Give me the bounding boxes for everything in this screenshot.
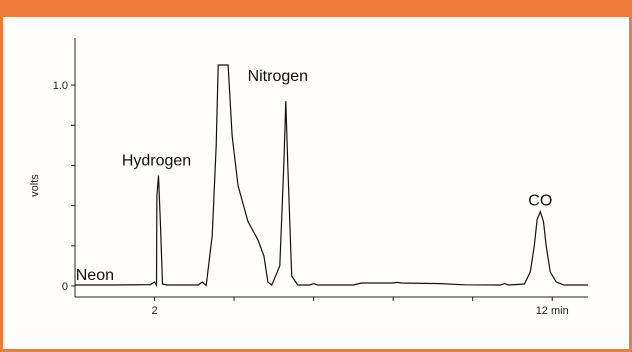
y-axis-label: volts (29, 174, 41, 197)
left-border (0, 17, 3, 352)
bottom-border (0, 349, 632, 352)
right-border (629, 17, 632, 352)
tick-group: 2 12 min 0 1.0 (53, 80, 569, 317)
x-tick-label: 12 min (536, 305, 569, 317)
peak-labels: Neon Hydrogen Nitrogen CO (76, 68, 553, 284)
peak-label: Nitrogen (248, 68, 308, 85)
peak-label: CO (528, 193, 552, 210)
top-accent-bar (0, 0, 632, 17)
y-tick-label: 1.0 (53, 80, 68, 92)
series-line (75, 64, 588, 288)
x-tick-label: 2 (151, 305, 157, 317)
peak-label: Neon (76, 267, 114, 284)
peak-label: Hydrogen (122, 152, 191, 169)
y-tick-label: 0 (62, 281, 68, 293)
axes (74, 38, 588, 298)
